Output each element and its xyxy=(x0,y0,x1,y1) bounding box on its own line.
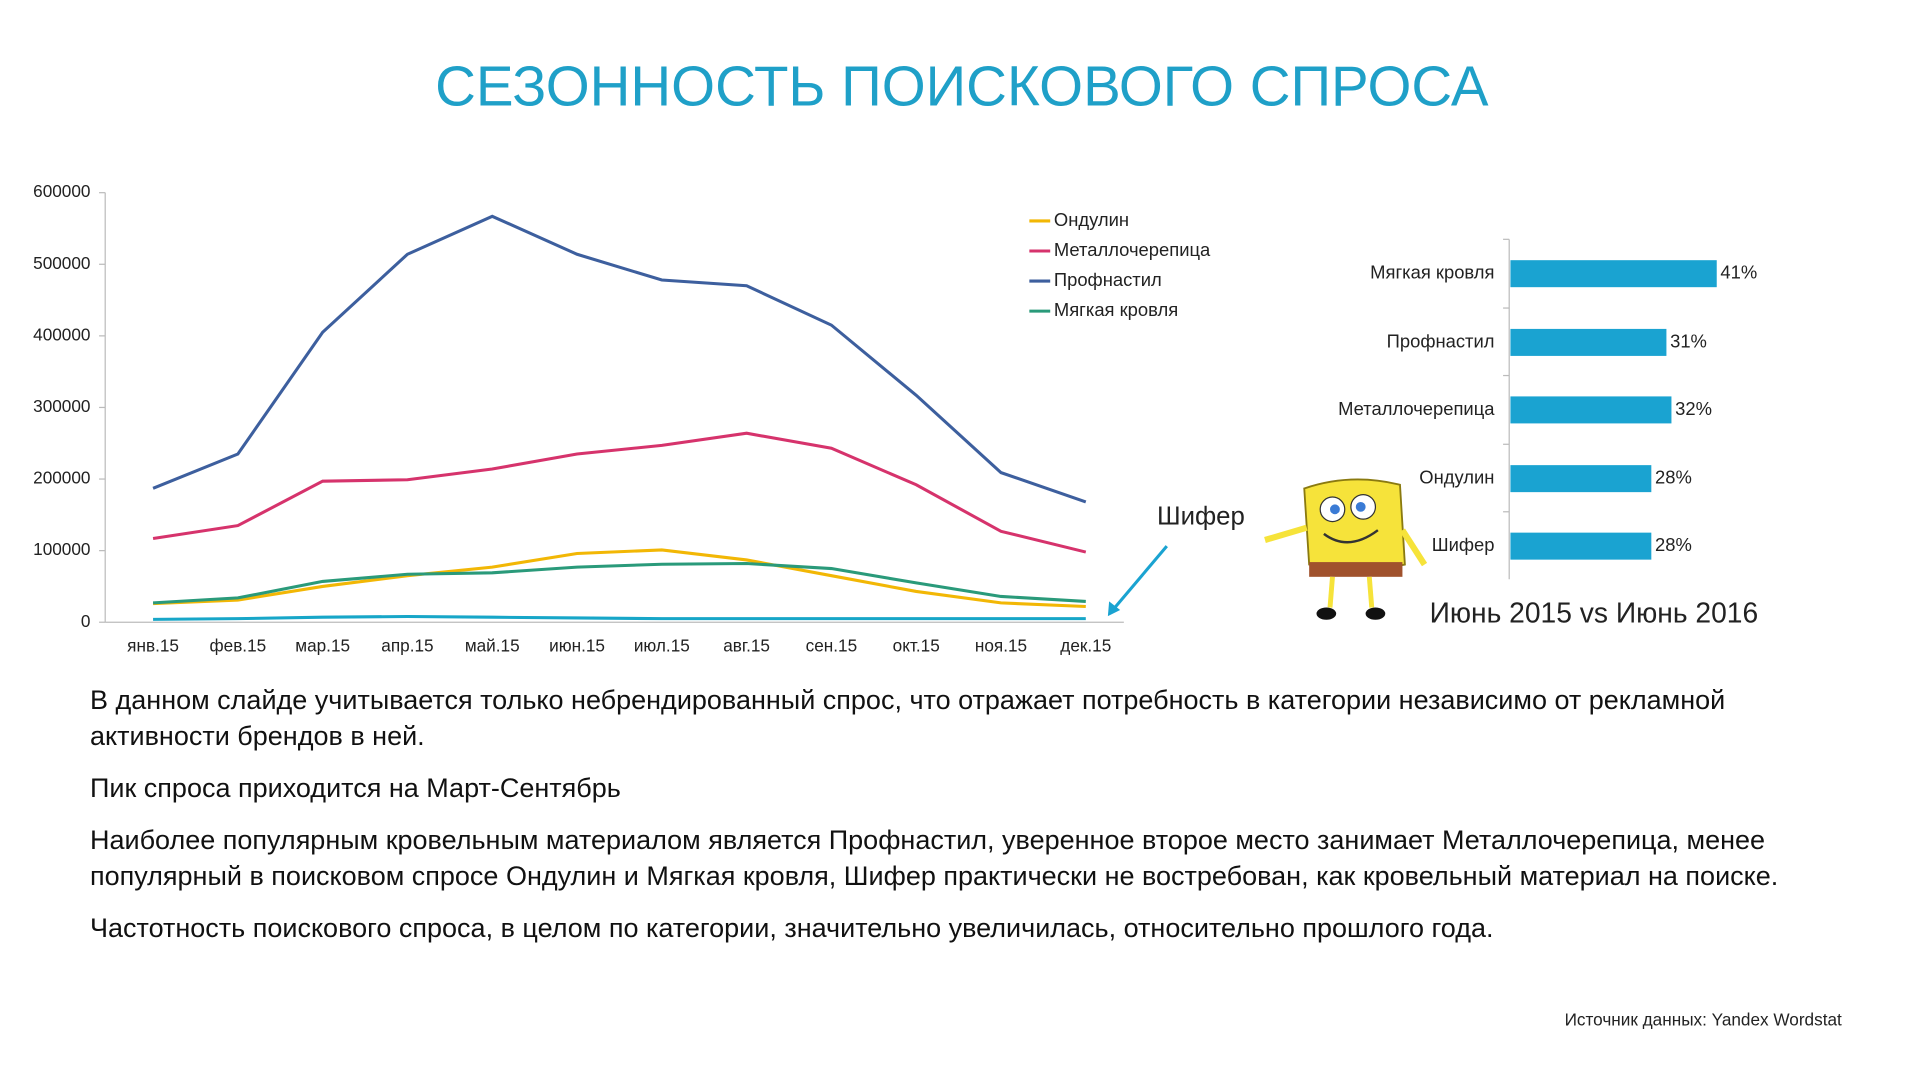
y-tick-label: 0 xyxy=(81,611,91,631)
value-label: 32% xyxy=(1675,398,1712,419)
category-label: Металлочерепица xyxy=(1338,398,1495,419)
x-tick-label: янв.15 xyxy=(127,635,179,655)
series-line xyxy=(152,561,1086,605)
x-tick-label: авг.15 xyxy=(723,635,770,655)
category-label: Шифер xyxy=(1432,534,1495,555)
sponge-character xyxy=(1264,478,1428,620)
bar xyxy=(1510,532,1652,560)
y-tick-label: 300000 xyxy=(33,396,90,416)
value-label: 31% xyxy=(1670,330,1707,351)
x-tick-label: дек.15 xyxy=(1060,635,1111,655)
legend-label: Металлочерепица xyxy=(1054,239,1211,260)
slide-title: СЕЗОННОСТЬ ПОИСКОВОГО СПРОСА xyxy=(435,55,1489,118)
series-line xyxy=(153,548,1086,609)
series-line xyxy=(152,431,1087,554)
x-tick-label: окт.15 xyxy=(893,635,940,655)
x-tick-label: апр.15 xyxy=(381,635,433,655)
y-tick-label: 200000 xyxy=(33,468,90,488)
x-tick-label: май.15 xyxy=(465,635,520,655)
x-tick-label: мар.15 xyxy=(295,635,350,655)
bar xyxy=(1510,465,1652,493)
category-label: Ондулин xyxy=(1419,466,1494,487)
y-tick-label: 400000 xyxy=(33,324,90,344)
bar xyxy=(1510,328,1667,356)
y-tick-label: 500000 xyxy=(33,253,90,273)
legend-label: Мягкая кровля xyxy=(1054,299,1178,320)
paragraph: Наиболее популярным кровельным материало… xyxy=(90,825,1779,891)
bar xyxy=(1510,396,1672,424)
y-tick-label: 600000 xyxy=(33,181,90,201)
paragraph: Частотность поискового спроса, в целом п… xyxy=(90,913,1494,943)
y-tick-label: 100000 xyxy=(33,539,90,559)
paragraph: Пик спроса приходится на Март-Сентябрь xyxy=(90,773,621,803)
paragraph: В данном слайде учитывается только небре… xyxy=(90,685,1726,751)
value-label: 41% xyxy=(1720,262,1757,283)
source: Источник данных: Yandex Wordstat xyxy=(1565,1010,1842,1030)
x-tick-label: сен.15 xyxy=(806,635,858,655)
value-label: 28% xyxy=(1655,534,1692,555)
legend-label: Ондулин xyxy=(1054,209,1129,230)
series-line xyxy=(153,614,1086,621)
paragraphs: В данном слайде учитывается только небре… xyxy=(90,682,1870,962)
category-label: Мягкая кровля xyxy=(1370,262,1494,283)
value-label: 28% xyxy=(1655,466,1692,487)
x-tick-label: июн.15 xyxy=(549,635,605,655)
annotation: Шифер xyxy=(1157,503,1245,531)
series-line xyxy=(152,214,1087,504)
x-tick-label: ноя.15 xyxy=(975,635,1027,655)
legend-label: Профнастил xyxy=(1054,269,1162,290)
x-tick-label: июл.15 xyxy=(634,635,690,655)
bar xyxy=(1510,260,1717,288)
arrow-head xyxy=(1107,601,1121,617)
x-tick-label: фев.15 xyxy=(210,635,267,655)
category-label: Профнастил xyxy=(1387,330,1495,351)
annotation-arrow xyxy=(1111,545,1168,611)
x-axis-label: Июнь 2015 vs Июнь 2016 xyxy=(1430,596,1759,628)
